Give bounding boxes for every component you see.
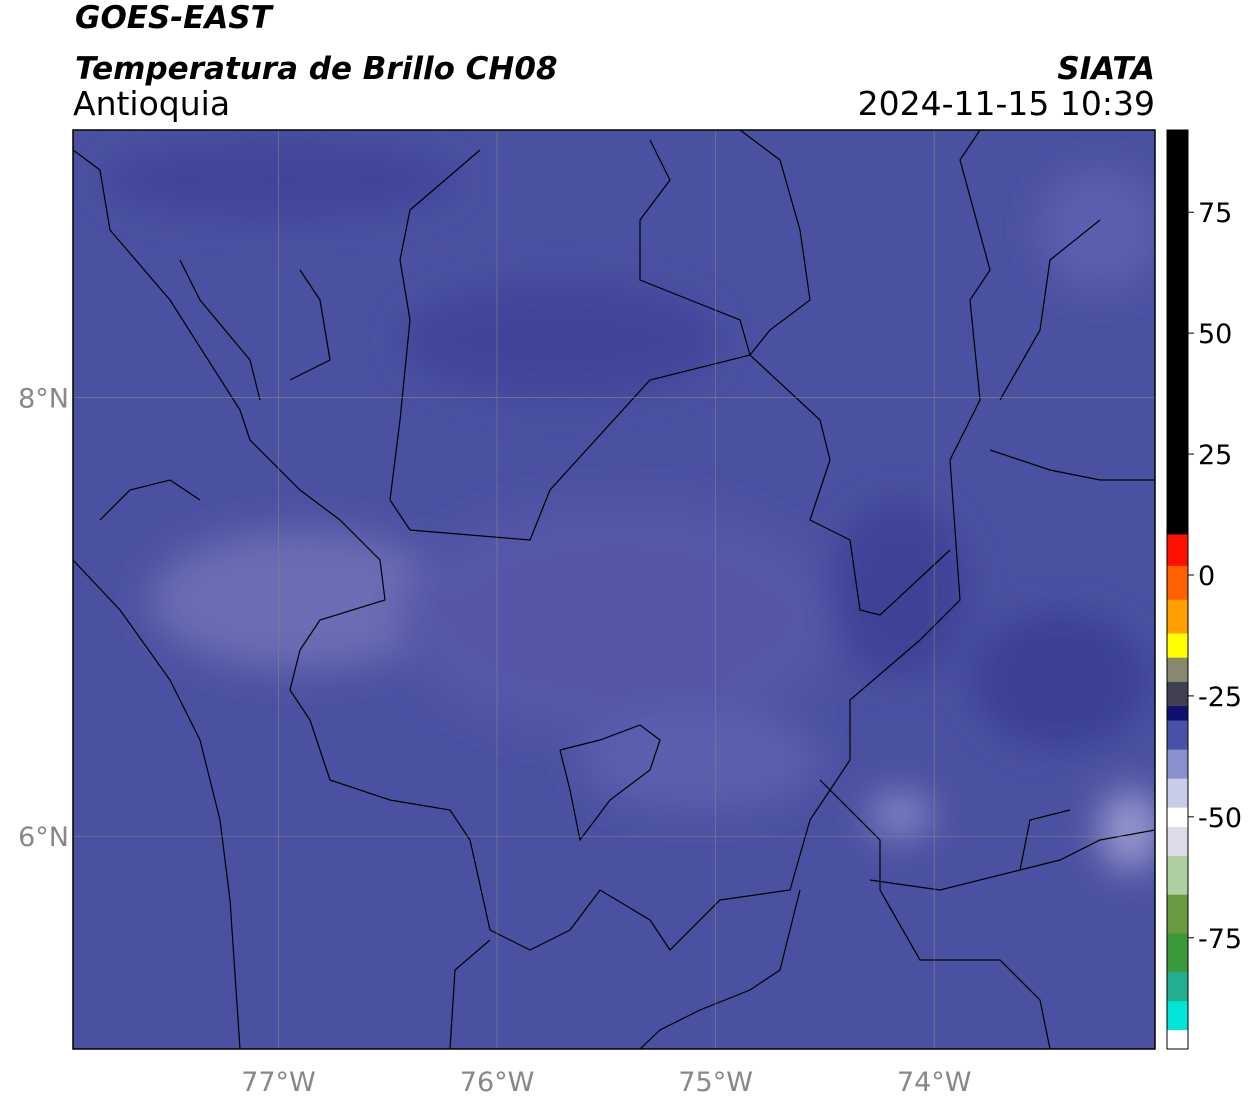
colorbar-segment (1167, 778, 1188, 808)
colorbar-segment (1167, 565, 1188, 600)
colorbar-segment (1167, 826, 1188, 857)
lon-tick-label: 76°W (460, 1067, 535, 1098)
borders (73, 130, 1155, 1049)
colorbar-segment (1167, 971, 1188, 1002)
colorbar-segment (1167, 657, 1188, 682)
lon-tick-label: 77°W (241, 1067, 316, 1098)
colorbar-tick-label: -25 (1198, 682, 1242, 713)
colorbar-segment (1167, 894, 1188, 934)
colorbar-segment (1167, 599, 1188, 634)
colorbar-tick-label: -75 (1198, 924, 1242, 955)
colorbar-segment (1167, 1029, 1188, 1050)
region-title: Antioquia (73, 84, 230, 123)
colorbar-segment (1167, 533, 1188, 566)
colorbar-frame (1166, 129, 1189, 1050)
colorbar-tick-label: 50 (1198, 319, 1232, 350)
map-frame (72, 129, 1156, 1050)
map-image (73, 130, 1155, 1049)
colorbar-tick-label: 0 (1198, 561, 1215, 592)
colorbar-segment (1167, 130, 1188, 535)
colorbar-segment (1167, 681, 1188, 707)
lat-tick-label: 6°N (18, 822, 69, 853)
datetime: 2024-11-15 10:39 (858, 84, 1155, 123)
colorbar-tick-label: 75 (1198, 198, 1232, 229)
lon-tick-label: 75°W (678, 1067, 753, 1098)
colorbar-segment (1167, 855, 1188, 895)
colorbar-tick-label: 25 (1198, 440, 1232, 471)
source-title: SIATA (1057, 51, 1155, 87)
lon-tick-label: 74°W (897, 1067, 972, 1098)
colorbar-tick-label: -50 (1198, 803, 1242, 834)
satellite-title: GOES-EAST (75, 0, 275, 36)
colorbar-segment (1167, 705, 1188, 721)
colorbar-segment (1167, 749, 1188, 779)
lat-tick-label: 8°N (18, 384, 69, 415)
product-title: Temperatura de Brillo CH08 (75, 51, 558, 87)
colorbar-segment (1167, 932, 1188, 973)
colorbar-segment (1167, 633, 1188, 658)
colorbar-segment (1167, 807, 1188, 828)
colorbar-segment (1167, 720, 1188, 750)
temperature-field (100, 140, 1155, 870)
colorbar-segment (1167, 1000, 1188, 1031)
